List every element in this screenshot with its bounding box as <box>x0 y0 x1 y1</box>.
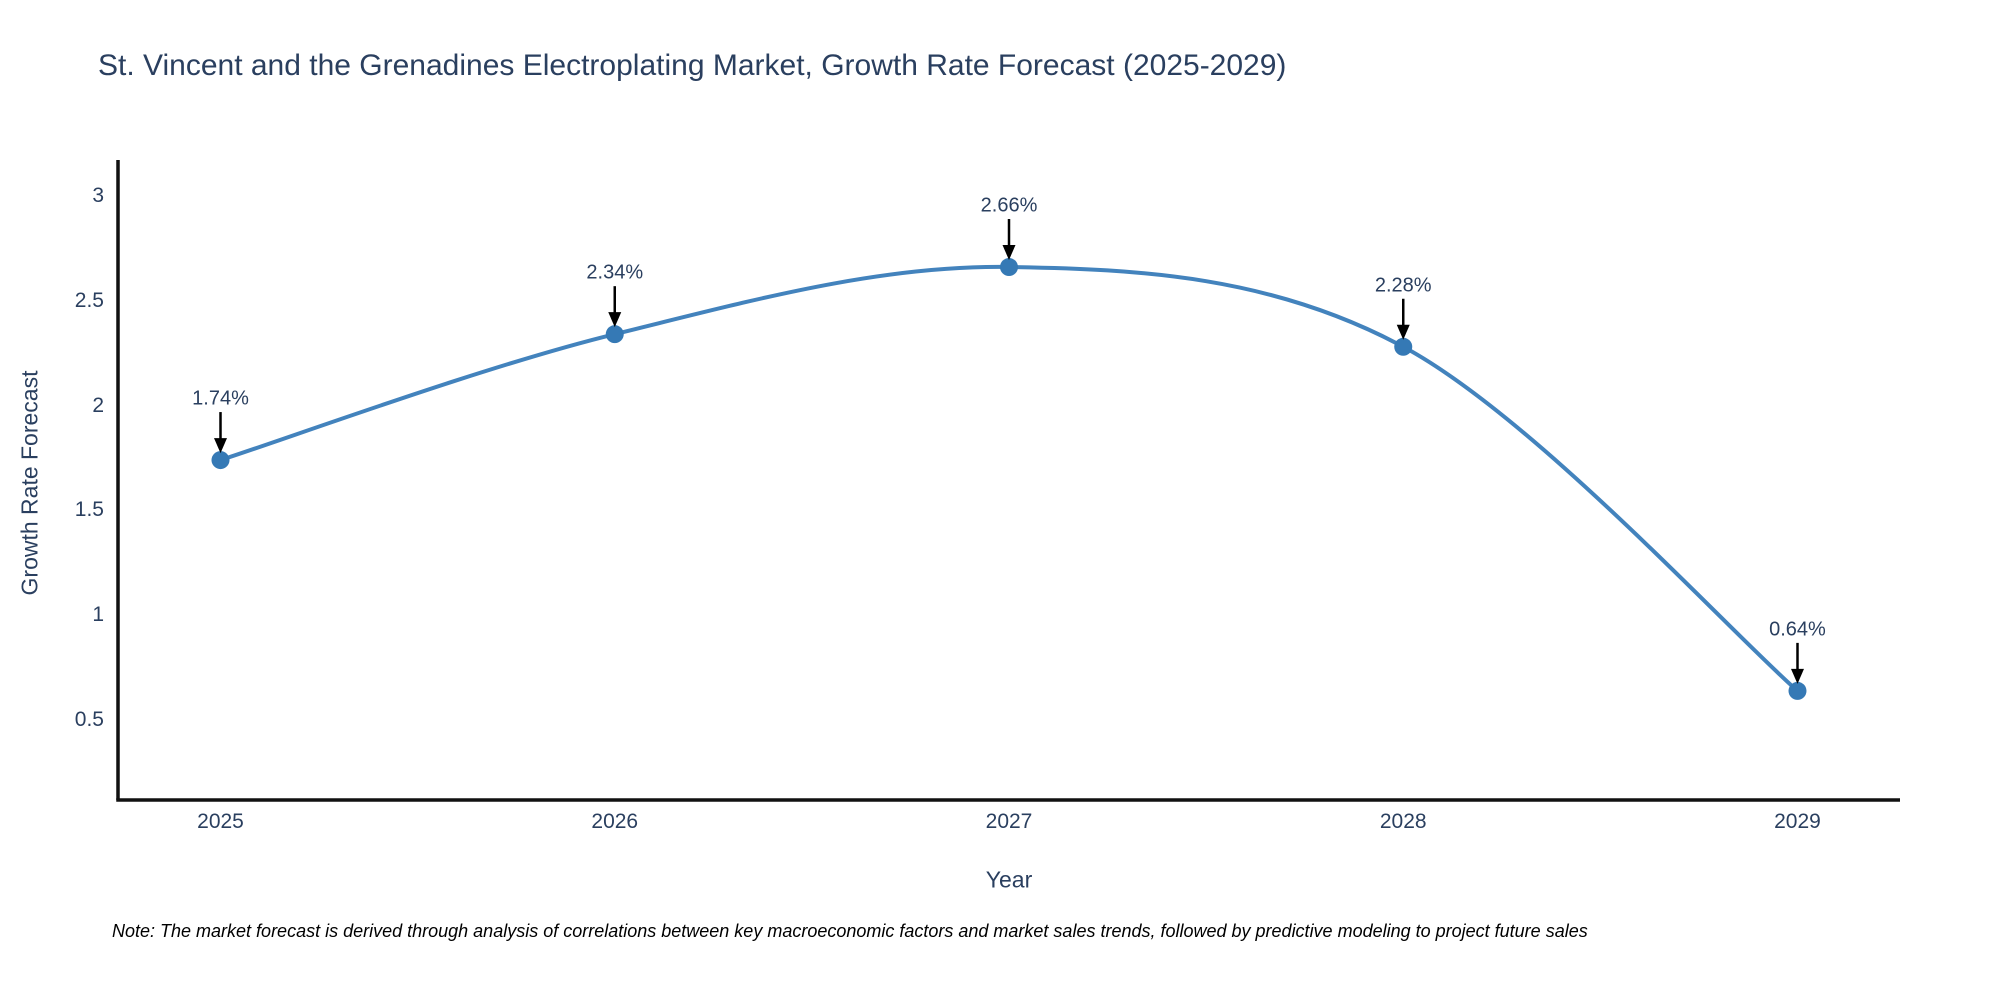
chart-title: St. Vincent and the Grenadines Electropl… <box>98 49 1287 82</box>
annotation-arrowhead-icon <box>214 438 228 454</box>
point-value-label: 2.34% <box>586 261 644 284</box>
forecast-line <box>218 264 1800 693</box>
data-point-marker[interactable] <box>1788 681 1807 700</box>
point-value-label: 0.64% <box>1769 618 1826 641</box>
data-point-marker[interactable] <box>605 325 624 344</box>
y-tick-label: 3 <box>92 183 104 207</box>
x-tick-label: 2028 <box>1379 810 1427 833</box>
annotation-arrowhead-icon <box>1002 245 1016 261</box>
annotation-arrowhead-icon <box>1790 668 1804 684</box>
data-point-marker[interactable] <box>1000 258 1018 277</box>
x-tick-label: 2027 <box>985 810 1033 833</box>
point-value-label: 2.28% <box>1374 274 1432 297</box>
x-tick-label: 2029 <box>1774 810 1821 833</box>
data-point-marker[interactable] <box>211 451 230 470</box>
data-point-marker[interactable] <box>1394 337 1413 356</box>
annotation-arrowhead-icon <box>608 312 622 328</box>
footnote: Note: The market forecast is derived thr… <box>112 921 1588 941</box>
annotation-arrowhead-icon <box>1396 324 1410 340</box>
x-tick-label: 2025 <box>197 810 244 833</box>
y-tick-label: 2 <box>92 393 104 417</box>
x-tick-label: 2026 <box>591 810 639 833</box>
y-tick-label: 2.5 <box>74 288 104 312</box>
point-value-label: 2.66% <box>980 194 1038 217</box>
y-tick-label: 1.5 <box>74 498 104 522</box>
y-tick-label: 0.5 <box>74 708 104 732</box>
y-tick-label: 1 <box>92 603 104 627</box>
x-axis-title: Year <box>985 866 1033 893</box>
point-value-label: 1.74% <box>192 387 249 410</box>
